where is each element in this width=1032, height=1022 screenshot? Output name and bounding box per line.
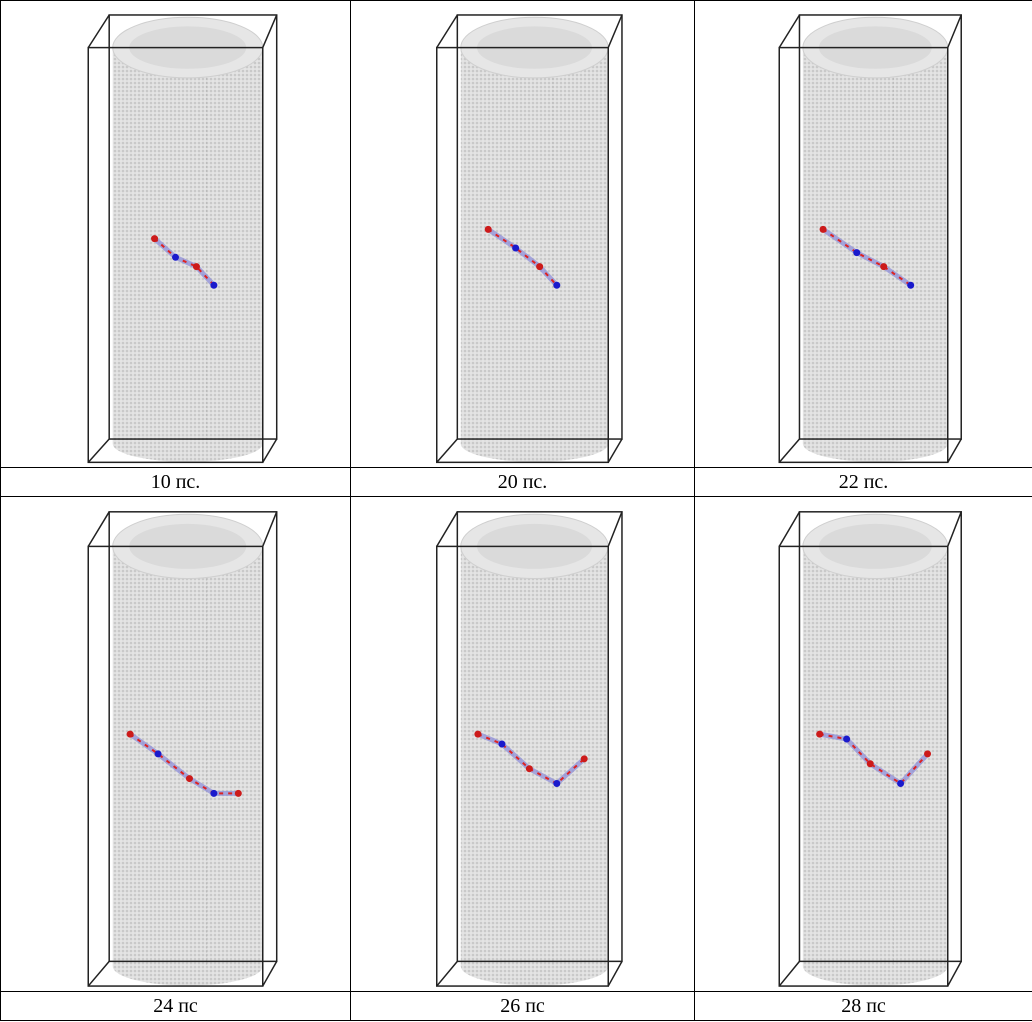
defect xyxy=(512,244,519,251)
defect xyxy=(816,731,823,738)
box-edge xyxy=(779,512,799,547)
box-edge xyxy=(608,961,622,986)
figure-table: 10 пс. 20 пс. 22 пс. 24 пс 26 пс 28 пс xyxy=(0,0,1032,1021)
defect xyxy=(867,760,874,767)
defect xyxy=(526,765,533,772)
box-edge xyxy=(779,439,799,462)
image-row xyxy=(1,497,1032,992)
defect xyxy=(536,263,543,270)
cylinder xyxy=(803,48,948,462)
defect xyxy=(553,780,560,787)
caption: 28 пс xyxy=(695,992,1032,1021)
box-edge xyxy=(263,439,277,462)
defect xyxy=(907,282,914,289)
cylinder xyxy=(461,48,608,462)
defect xyxy=(186,775,193,782)
defect xyxy=(210,790,217,797)
defect xyxy=(843,736,850,743)
box-edge xyxy=(608,439,622,462)
defect xyxy=(485,226,492,233)
simulation-image xyxy=(1,1,350,467)
caption-row: 24 пс 26 пс 28 пс xyxy=(1,992,1032,1021)
simulation-image xyxy=(1,497,350,991)
caption: 24 пс xyxy=(1,992,351,1021)
cylinder xyxy=(461,546,608,985)
box-edge xyxy=(437,439,458,462)
simulation-image xyxy=(695,497,1032,991)
simulation-image xyxy=(695,1,1032,467)
box-edge xyxy=(437,15,458,48)
box-edge xyxy=(948,512,961,547)
simulation-image xyxy=(351,497,694,991)
box-edge xyxy=(779,15,799,48)
defect xyxy=(880,263,887,270)
defect xyxy=(172,254,179,261)
defect xyxy=(127,731,134,738)
box-edge xyxy=(437,512,458,547)
box-edge xyxy=(608,15,622,48)
box-edge xyxy=(88,439,109,462)
cylinder xyxy=(113,48,263,462)
defect xyxy=(151,235,158,242)
cylinder xyxy=(113,546,263,985)
defect xyxy=(155,750,162,757)
caption: 26 пс xyxy=(351,992,695,1021)
box-edge xyxy=(948,15,961,48)
box-edge xyxy=(88,512,109,547)
box-edge xyxy=(263,15,277,48)
defect xyxy=(924,750,931,757)
box-edge xyxy=(779,961,799,986)
defect xyxy=(553,282,560,289)
image-cell xyxy=(695,497,1032,992)
defect xyxy=(897,780,904,787)
page: 10 пс. 20 пс. 22 пс. 24 пс 26 пс 28 пс (… xyxy=(0,0,1032,1022)
defect xyxy=(820,226,827,233)
defect xyxy=(235,790,242,797)
caption: 10 пс. xyxy=(1,468,351,497)
box-edge xyxy=(437,961,458,986)
caption-row: 10 пс. 20 пс. 22 пс. xyxy=(1,468,1032,497)
box-edge xyxy=(948,961,961,986)
defect xyxy=(498,741,505,748)
caption: 22 пс. xyxy=(695,468,1032,497)
simulation-image xyxy=(351,1,694,467)
image-cell xyxy=(1,497,351,992)
image-cell xyxy=(351,1,695,468)
box-edge xyxy=(88,15,109,48)
box-edge xyxy=(263,961,277,986)
defect xyxy=(474,731,481,738)
box-edge xyxy=(608,512,622,547)
image-cell xyxy=(1,1,351,468)
image-cell xyxy=(351,497,695,992)
box-edge xyxy=(948,439,961,462)
defect xyxy=(581,755,588,762)
defect xyxy=(193,263,200,270)
box-edge xyxy=(263,512,277,547)
defect xyxy=(210,282,217,289)
defect xyxy=(853,249,860,256)
image-row xyxy=(1,1,1032,468)
caption: 20 пс. xyxy=(351,468,695,497)
image-cell xyxy=(695,1,1032,468)
box-edge xyxy=(88,961,109,986)
